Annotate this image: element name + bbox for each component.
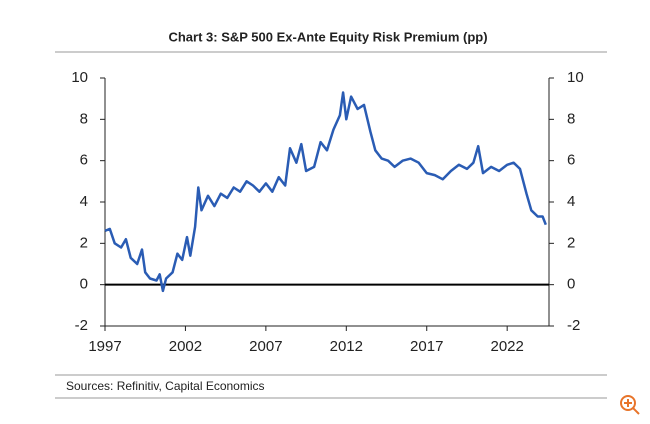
y2-tick-label: 4 bbox=[567, 193, 575, 210]
y-tick-label: 4 bbox=[80, 193, 88, 210]
y2-tick-label: 0 bbox=[567, 276, 575, 293]
y2-tick-label: -2 bbox=[567, 317, 580, 334]
series-line bbox=[104, 91, 547, 293]
source: Sources: Refinitiv, Capital Economics bbox=[66, 379, 265, 393]
y-tick-label: 6 bbox=[80, 152, 88, 169]
y-tick-label: 2 bbox=[80, 234, 88, 251]
y-tick-label: 0 bbox=[80, 276, 88, 293]
x-tick-label: 2017 bbox=[410, 338, 443, 355]
x-tick-label: 2002 bbox=[169, 338, 202, 355]
y2-tick-label: 6 bbox=[567, 152, 575, 169]
x-tick-label: 1997 bbox=[88, 338, 121, 355]
y-tick-label: 8 bbox=[80, 110, 88, 127]
y-tick-label: 10 bbox=[71, 69, 88, 86]
y-tick-label: -2 bbox=[75, 317, 88, 334]
y2-tick-label: 2 bbox=[567, 234, 575, 251]
y2-tick-label: 8 bbox=[567, 110, 575, 127]
x-tick-label: 2012 bbox=[330, 338, 363, 355]
chart-title: Chart 3: S&P 500 Ex-Ante Equity Risk Pre… bbox=[168, 29, 487, 44]
x-tick-label: 2007 bbox=[249, 338, 282, 355]
zoom-icon[interactable] bbox=[620, 395, 640, 415]
y2-tick-label: 10 bbox=[567, 69, 584, 86]
x-tick-label: 2022 bbox=[490, 338, 523, 355]
